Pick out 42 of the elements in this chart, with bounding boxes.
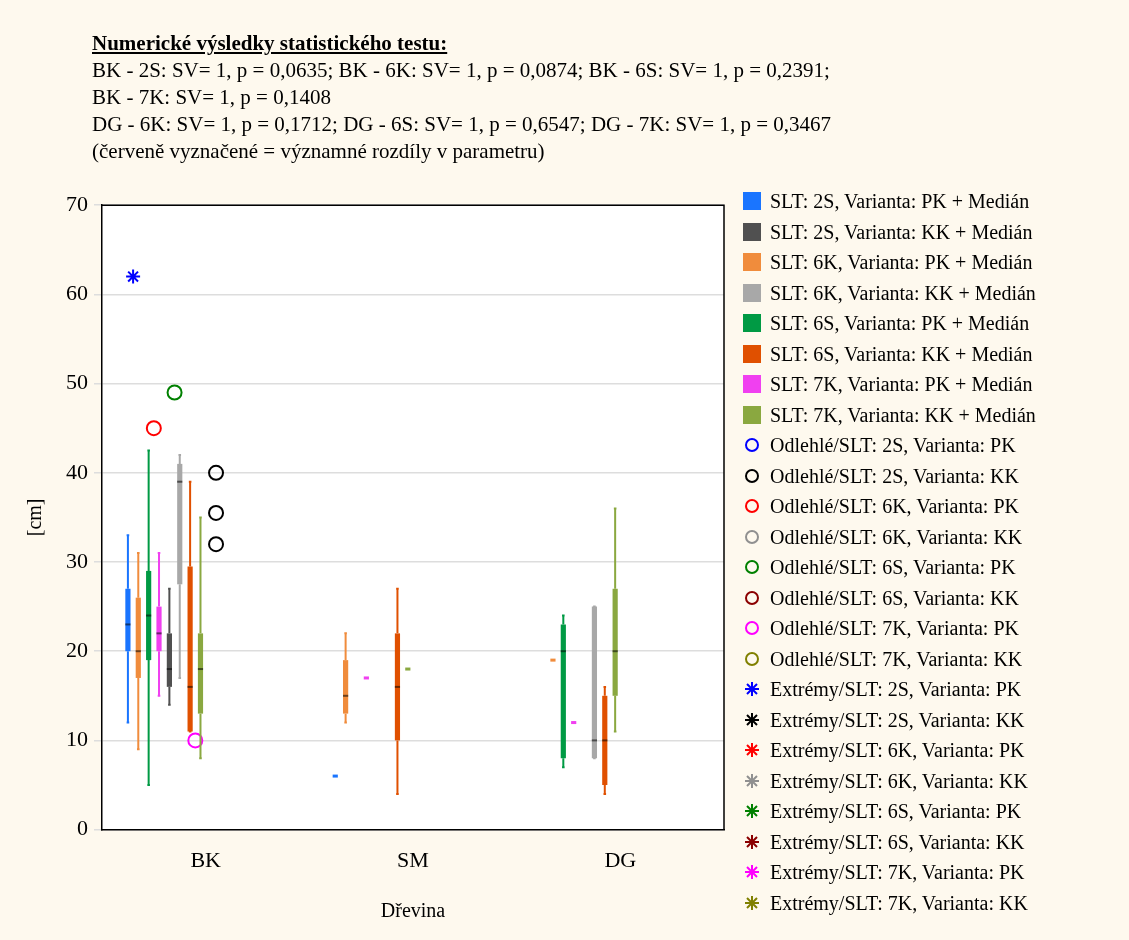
x-axis-title: Dřevina	[380, 899, 446, 922]
x-tick-label: SM	[397, 846, 429, 872]
legend-label: Odlehlé/SLT: 7K, Varianta: PK	[770, 616, 1019, 641]
legend-label: Extrémy/SLT: 7K, Varianta: KK	[770, 890, 1028, 917]
text: BK - 7K: SV= 1, p = 0,1408	[92, 84, 332, 111]
legend-label: SLT: 7K, Varianta: KK + Medián	[770, 402, 1036, 428]
legend-label: SLT: 7K, Varianta: PK + Medián	[770, 372, 1033, 397]
legend-label: SLT: 6S, Varianta: KK + Medián	[770, 341, 1033, 367]
legend-label: Extrémy/SLT: 6S, Varianta: KK	[770, 829, 1025, 856]
y-tick-label: 10	[66, 726, 88, 752]
legend-label: Odlehlé/SLT: 2S, Varianta: PK	[770, 433, 1016, 458]
chart-title: Numerické výsledky statistického testu:	[92, 30, 449, 57]
y-tick-label: 50	[66, 369, 88, 395]
legend-label: Odlehlé/SLT: 6S, Varianta: KK	[770, 585, 1019, 611]
legend-label: Extrémy/SLT: 2S, Varianta: PK	[770, 677, 1022, 703]
x-tick-label: BK	[190, 846, 222, 872]
legend-label: Extrémy/SLT: 7K, Varianta: PK	[770, 860, 1025, 886]
y-tick-label: 20	[66, 636, 88, 662]
legend-label: Extrémy/SLT: 6K, Varianta: KK	[770, 768, 1028, 795]
legend-label: Extrémy/SLT: 2S, Varianta: KK	[770, 707, 1025, 734]
legend-label: SLT: 6K, Varianta: PK + Medián	[770, 250, 1033, 275]
text: DG - 6K: SV= 1, p = 0,1712; DG - 6S: SV= 1, p = 0,6547; DG - 7K: SV= 1, p = 0,3467	[92, 111, 831, 138]
y-tick-label: 70	[66, 190, 88, 216]
y-tick-label: 0	[77, 815, 88, 841]
legend-label: Odlehlé/SLT: 2S, Varianta: KK	[770, 463, 1019, 489]
legend-label: SLT: 6S, Varianta: PK + Medián	[770, 311, 1030, 336]
legend-label: Odlehlé/SLT: 6K, Varianta: KK	[770, 524, 1023, 550]
y-axis-title: [cm]	[23, 498, 46, 537]
x-tick-label: DG	[604, 846, 637, 872]
legend-label: Odlehlé/SLT: 6S, Varianta: PK	[770, 555, 1016, 580]
legend-label: SLT: 2S, Varianta: KK + Medián	[770, 219, 1033, 245]
y-tick-label: 60	[66, 280, 88, 306]
text: BK - 2S: SV= 1, p = 0,0635; BK - 6K: SV= 1, p = 0,0874; BK - 6S: SV= 1, p = 0,2391;	[92, 57, 831, 84]
text: (červeně vyznačené = významné rozdíly v parametru)	[92, 138, 546, 165]
legend-label: Extrémy/SLT: 6S, Varianta: PK	[770, 799, 1022, 825]
y-tick-label: 30	[66, 547, 88, 573]
legend-label: Odlehlé/SLT: 6K, Varianta: PK	[770, 494, 1019, 519]
legend-label: Odlehlé/SLT: 7K, Varianta: KK	[770, 646, 1023, 672]
legend-label: Extrémy/SLT: 6K, Varianta: PK	[770, 738, 1025, 764]
y-tick-label: 40	[66, 458, 88, 484]
legend-label: SLT: 6K, Varianta: KK + Medián	[770, 280, 1036, 306]
legend-label: SLT: 2S, Varianta: PK + Medián	[770, 189, 1030, 214]
